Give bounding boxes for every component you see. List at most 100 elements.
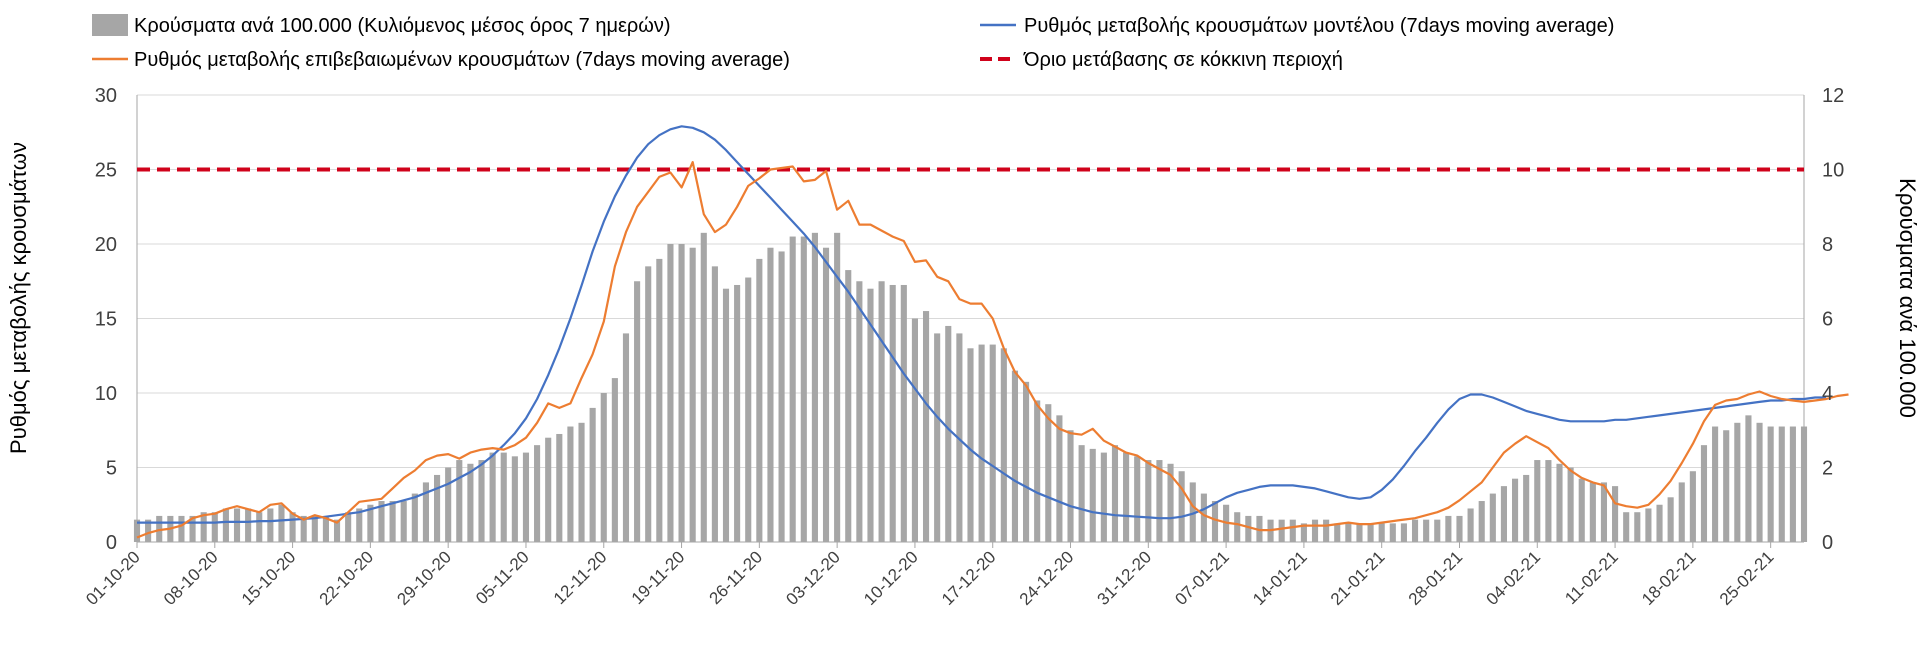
case-bar [422,482,430,542]
case-bar [1389,523,1396,542]
case-bar [645,266,652,542]
case-bar [145,519,152,542]
case-bar [400,501,407,542]
case-bar [1356,523,1363,542]
case-bar [345,512,352,542]
case-bar [934,333,941,542]
case-bar [567,426,574,542]
case-bar [289,512,296,542]
case-bar [756,258,763,542]
case-bar [911,318,918,542]
legend-confirmed-label: Ρυθμός μεταβολής επιβεβαιωμένων κρουσμάτ… [134,49,790,71]
case-bar [922,311,930,542]
case-bar [222,508,229,542]
case-bar [1489,493,1496,542]
case-bar [634,281,641,542]
case-bar [311,515,318,542]
case-bar [534,445,541,542]
case-bar [1345,523,1352,542]
case-bar [789,236,796,543]
case-bar [156,515,163,542]
case-bar [189,515,196,542]
case-bar [1556,463,1563,542]
case-bar [711,266,718,542]
case-bar [1056,415,1063,542]
case-bar [389,501,396,542]
case-bar [511,456,518,542]
case-bar [978,344,985,542]
case-bar [1523,474,1530,542]
case-bar [1712,426,1719,542]
case-bar [1478,501,1485,542]
case-bar [1789,426,1796,542]
case-bar [1434,519,1441,542]
y-right-tick-label: 2 [1822,458,1833,480]
case-bar [845,270,852,542]
case-bar [734,284,741,542]
case-bar [1734,422,1741,542]
case-bar [1378,523,1385,542]
case-bar [1745,415,1752,542]
case-bar [556,433,563,542]
case-bar [1245,515,1252,542]
legend-threshold-label: Όριο μετάβασης σε κόκκινη περιοχή [1023,49,1343,71]
case-bar [856,281,863,542]
case-bar [356,508,363,542]
case-bar [1256,515,1263,542]
case-bar [1723,430,1730,542]
case-bar [1445,515,1452,542]
case-bar [1011,370,1019,542]
y-left-tick-label: 0 [106,532,117,554]
y-left-tick-label: 20 [95,234,117,256]
case-bar [1756,422,1763,542]
case-bar [1678,482,1685,542]
case-bar [745,277,752,542]
case-bar [300,515,307,542]
case-bar [1023,381,1030,542]
legend-bars-swatch [92,14,128,36]
case-bar [478,460,485,542]
y-left-tick-label: 5 [106,458,117,480]
case-bar [600,393,607,542]
case-bar [500,452,507,542]
case-bar [1200,493,1207,542]
case-bar [333,519,341,542]
case-bar [667,244,674,542]
case-bar [1634,512,1641,542]
case-bar [1111,445,1119,542]
case-bar [434,474,441,542]
y-left-tick-label: 10 [95,383,117,405]
confirmed-rate-line [136,161,1849,539]
y-axis-right-title: Κρούσματα ανά 100.000 [1895,178,1920,418]
case-bar [900,284,907,542]
legend: Κρούσματα ανά 100.000 (Κυλιόμενος μέσος … [92,14,1614,71]
case-bar [467,463,474,542]
case-bar [1667,497,1674,542]
y-left-tick-label: 30 [95,85,117,107]
case-bar [989,344,996,542]
case-bar [322,515,329,542]
legend-bars-label: Κρούσματα ανά 100.000 (Κυλιόμενος μέσος … [134,15,671,37]
case-bar [1778,426,1785,542]
case-bar [822,247,830,542]
case-bar [589,407,596,542]
case-bar [1689,471,1696,542]
case-bar [1545,460,1552,542]
case-bar [678,244,685,542]
case-bar [967,348,974,542]
case-bar [1189,482,1196,542]
y-right-tick-label: 12 [1822,85,1844,107]
case-bar [878,281,885,542]
case-bar [834,232,841,542]
case-bar [800,236,807,543]
case-bar [1411,519,1419,542]
case-bar [1145,460,1152,542]
case-bar [411,493,418,542]
case-bar [367,504,374,542]
case-bar [1045,404,1052,542]
case-bar [1700,445,1708,542]
case-bar [1300,523,1307,542]
case-bar [1467,508,1474,542]
y-right-tick-label: 0 [1822,532,1833,554]
